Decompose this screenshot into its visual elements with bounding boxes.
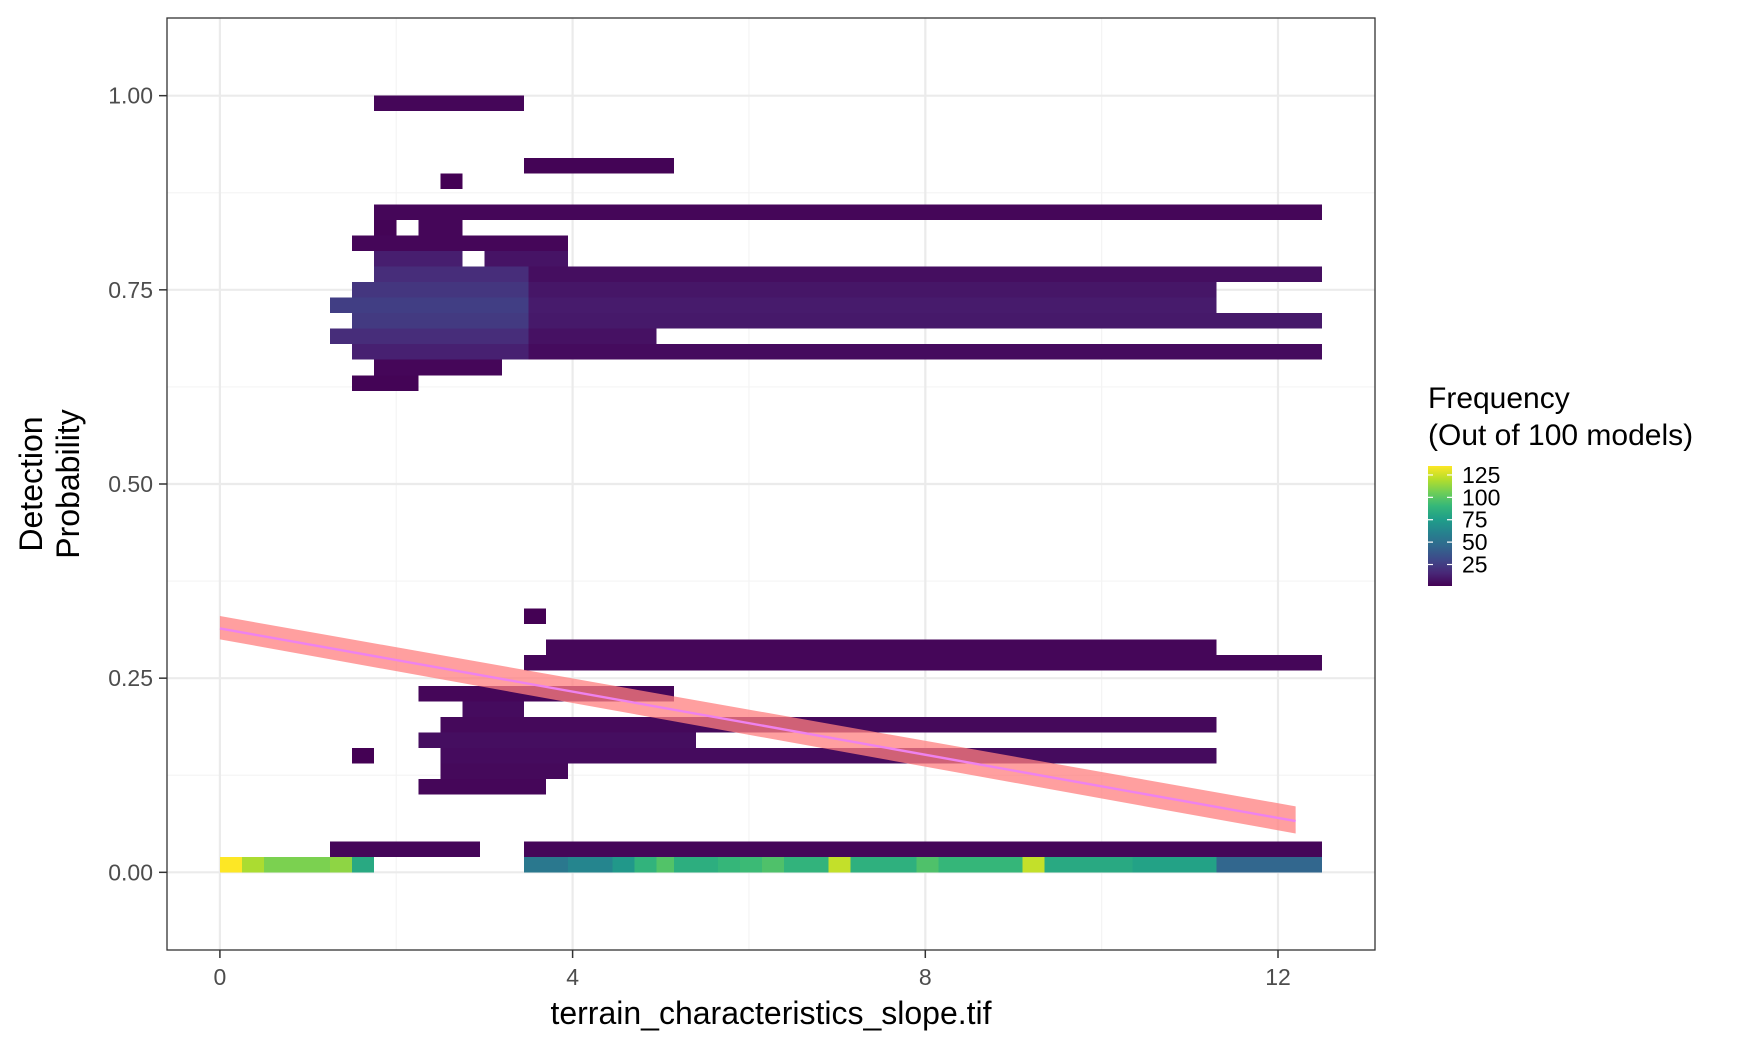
- heatmap-tile: [528, 313, 1323, 329]
- legend: Frequency (Out of 100 models) 2550751001…: [1428, 382, 1693, 586]
- y-axis-title-line-1: Detection: [13, 416, 49, 551]
- heatmap-tile: [656, 856, 675, 873]
- heatmap-tile: [740, 856, 763, 873]
- legend-tick-label: 75: [1462, 507, 1488, 533]
- heatmap-tile: [850, 856, 917, 873]
- heatmap-tile: [374, 359, 503, 376]
- y-axis-ticks: 0.00 0.25 0.50 0.75 1.00: [108, 83, 167, 885]
- y-tick-label: 0.00: [108, 859, 153, 885]
- heatmap-tile: [828, 856, 851, 873]
- heatmap-tile: [241, 856, 264, 873]
- heatmap-tiles: [219, 95, 1323, 873]
- heatmap-tile: [528, 297, 1217, 314]
- heatmap-tile: [568, 856, 613, 873]
- legend-tick-label: 25: [1462, 552, 1488, 578]
- heatmap-tile: [418, 732, 697, 749]
- trend-layer: [219, 616, 1296, 834]
- x-tick-label: 8: [919, 964, 932, 990]
- y-tick-label: 1.00: [108, 83, 153, 109]
- heatmap-tile: [784, 856, 829, 873]
- heatmap-tile: [352, 375, 419, 391]
- legend-tick-label: 50: [1462, 529, 1488, 555]
- heatmap-tile: [1044, 856, 1133, 873]
- heatmap-tile: [718, 856, 741, 873]
- heatmap-tile: [1022, 856, 1045, 873]
- heatmap-tile: [440, 748, 1217, 764]
- heatmap-tile: [524, 157, 675, 174]
- legend-tick-label: 100: [1462, 484, 1500, 510]
- heatmap-tile: [528, 328, 657, 345]
- heatmap-tile: [528, 282, 1217, 298]
- heatmap-tile: [1216, 856, 1323, 873]
- heatmap-tile: [352, 235, 569, 251]
- heatmap-tile: [528, 344, 1323, 360]
- trend-line: [219, 627, 1296, 823]
- heatmap-tile: [938, 856, 1023, 873]
- heatmap-tile: [374, 266, 529, 283]
- legend-title-line-1: Frequency: [1428, 382, 1570, 415]
- heatmap-tile: [916, 856, 939, 873]
- heatmap-tile: [1132, 856, 1217, 873]
- heatmap-tile: [524, 856, 569, 873]
- y-tick-label: 0.25: [108, 665, 153, 691]
- heatmap-tile: [440, 763, 569, 780]
- heatmap-tile: [418, 779, 547, 795]
- heatmap-tile: [674, 856, 719, 873]
- heatmap-tile: [528, 266, 1323, 283]
- heatmap-tile: [352, 282, 529, 298]
- heatmap-tile: [352, 313, 529, 329]
- heatmap-tile: [762, 856, 785, 873]
- heatmap-tile: [219, 856, 242, 873]
- heatmap-tile: [418, 219, 463, 236]
- heatmap-tile: [352, 344, 529, 360]
- heatmap-tile: [524, 608, 547, 624]
- heatmap-tile: [352, 856, 375, 873]
- heatmap-tile: [612, 856, 635, 873]
- heatmap-tile: [462, 701, 525, 717]
- y-axis-title-line-2: Probability: [50, 409, 86, 558]
- legend-tick-label: 125: [1462, 462, 1500, 488]
- heatmap-tile: [374, 95, 525, 112]
- heatmap-tile: [524, 841, 1323, 857]
- x-axis-ticks: 0 4 8 12: [214, 950, 1291, 990]
- heatmap-tile: [352, 748, 375, 764]
- heatmap-tile: [263, 856, 331, 873]
- heatmap-tile: [524, 654, 1323, 671]
- x-axis-title: terrain_characteristics_slope.tif: [550, 995, 991, 1031]
- heatmap-tile: [374, 219, 397, 236]
- heatmap-tile: [374, 204, 1323, 220]
- x-tick-label: 0: [214, 964, 227, 990]
- legend-title-line-2: (Out of 100 models): [1428, 419, 1693, 452]
- legend-colorbar: [1428, 466, 1452, 586]
- y-tick-label: 0.50: [108, 471, 153, 497]
- heatmap-tile: [546, 639, 1217, 655]
- x-tick-label: 4: [566, 964, 579, 990]
- y-axis-title: Detection Probability: [13, 409, 86, 558]
- heatmap-tile: [374, 251, 463, 267]
- heatmap-tile: [330, 328, 529, 345]
- x-tick-label: 12: [1265, 964, 1291, 990]
- heatmap-tile: [484, 251, 569, 267]
- heatmap-tile: [330, 856, 353, 873]
- heatmap-tile: [330, 841, 481, 857]
- heatmap-tile: [440, 173, 463, 189]
- heatmap-tile: [330, 297, 529, 314]
- heatmap-tile: [634, 856, 657, 873]
- y-tick-label: 0.75: [108, 277, 153, 303]
